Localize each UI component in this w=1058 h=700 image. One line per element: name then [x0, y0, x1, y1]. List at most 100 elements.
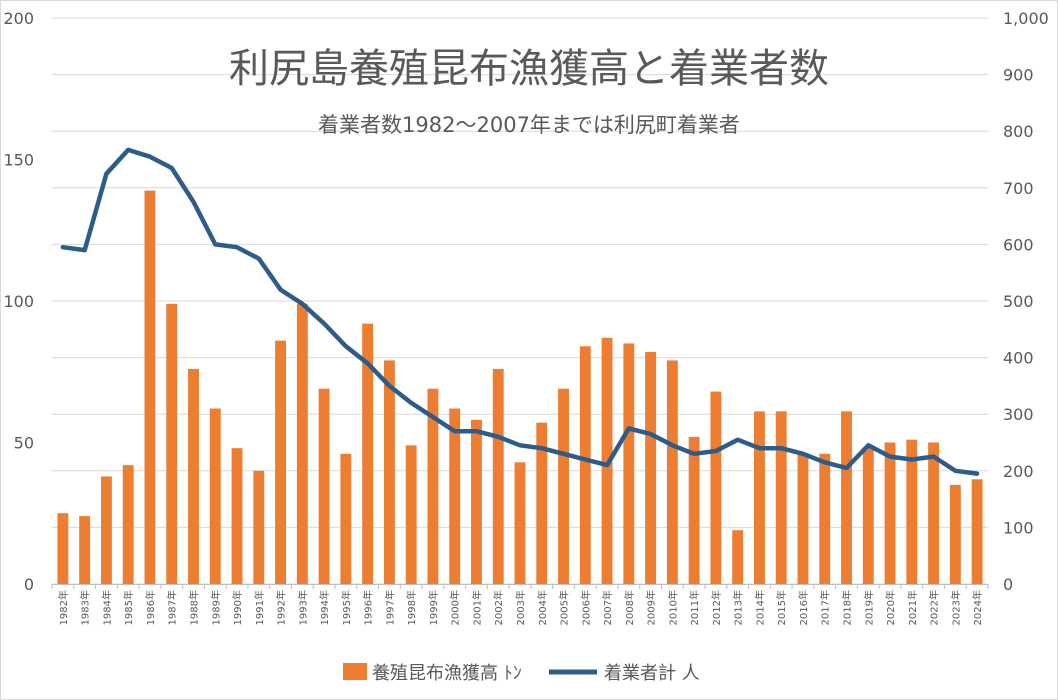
- x-axis-tick-label: 1995年: [340, 590, 353, 625]
- bar: [79, 516, 91, 584]
- left-axis-tick-label: 150: [3, 151, 34, 170]
- bar: [884, 442, 896, 584]
- bar: [841, 411, 852, 584]
- x-axis-tick-label: 2021年: [906, 590, 919, 625]
- x-axis-tick-label: 2009年: [645, 590, 658, 625]
- gridlines: [52, 17, 988, 585]
- bar: [318, 388, 330, 584]
- bar: [775, 411, 787, 584]
- right-axis-tick-label: 900: [1003, 66, 1034, 85]
- bar: [797, 453, 809, 584]
- bar: [275, 340, 286, 584]
- x-axis-tick-label: 1985年: [122, 590, 135, 625]
- x-axis-tick-label: 2012年: [710, 590, 723, 625]
- right-axis-tick-label: 800: [1003, 122, 1034, 141]
- x-axis-tick-label: 2006年: [579, 590, 592, 625]
- bar: [296, 303, 308, 584]
- right-axis-tick-label: 0: [1003, 575, 1013, 594]
- bar: [623, 343, 635, 584]
- x-axis-tick-label: 1996年: [362, 590, 375, 625]
- x-axis-tick-label: 2016年: [797, 590, 810, 625]
- x-axis-tick-label: 1984年: [100, 590, 113, 625]
- bar: [666, 360, 678, 584]
- right-axis-tick-label: 100: [1003, 518, 1034, 537]
- bar: [253, 470, 265, 584]
- bar: [492, 368, 504, 584]
- left-axis-tick-label: 50: [14, 434, 34, 453]
- x-axis-tick-label: 2004年: [536, 590, 549, 625]
- x-axis-tick-label: 2010年: [666, 590, 679, 625]
- x-axis-tick-label: 1982年: [57, 590, 70, 625]
- x-axis-tick-label: 1983年: [79, 590, 92, 625]
- x-axis-tick-label: 1990年: [231, 590, 244, 625]
- bar: [405, 445, 417, 584]
- bar: [579, 346, 591, 584]
- bar: [819, 453, 831, 584]
- bar: [928, 442, 940, 584]
- bar: [383, 360, 395, 584]
- bar: [862, 448, 874, 584]
- bar: [362, 323, 374, 584]
- left-axis-tick-label: 0: [24, 575, 34, 594]
- line-series: [60, 147, 980, 476]
- x-axis-tick-label: 2020年: [884, 590, 897, 625]
- bar: [558, 388, 569, 584]
- right-axis-tick-label: 600: [1003, 235, 1034, 254]
- x-axis-tick-label: 2011年: [688, 590, 701, 625]
- bar: [906, 439, 918, 584]
- bar: [754, 411, 765, 584]
- right-axis-tick-label: 200: [1003, 462, 1034, 481]
- right-axis-tick-label: 700: [1003, 179, 1034, 198]
- chart-title: 利尻島養殖昆布漁獲高と着業者数: [229, 46, 829, 92]
- x-axis-tick-label: 2002年: [492, 590, 505, 625]
- bar-series: [57, 190, 983, 584]
- bar: [514, 462, 526, 584]
- bar: [209, 408, 221, 584]
- x-axis-tick-label: 1999年: [427, 590, 440, 625]
- x-axis-tick-label: 2008年: [623, 590, 636, 625]
- bar: [188, 368, 199, 584]
- bar: [231, 448, 243, 584]
- legend-line-label: 着業者計 人: [604, 663, 700, 684]
- x-axis-tick-label: 1994年: [318, 590, 331, 625]
- right-axis-tick-label: 400: [1003, 349, 1034, 368]
- right-axis-tick-label: 500: [1003, 292, 1034, 311]
- x-axis-tick-label: 2015年: [775, 590, 788, 625]
- x-axis-tick-label: 2019年: [862, 590, 875, 625]
- workers-line: [60, 147, 980, 476]
- x-axis-tick-label: 2022年: [928, 590, 941, 625]
- x-axis-tick-label: 1989年: [209, 590, 222, 625]
- left-axis-tick-label: 100: [3, 292, 34, 311]
- bar: [688, 436, 700, 584]
- x-axis-tick-label: 2003年: [514, 590, 527, 625]
- bar: [57, 513, 69, 584]
- x-axis-tick-label: 1988年: [187, 590, 200, 625]
- bar: [100, 476, 112, 584]
- x-axis-tick-label: 1986年: [144, 590, 157, 625]
- bar: [645, 351, 657, 584]
- chart-subtitle: 着業者数1982～2007年までは利尻町着業者: [318, 113, 740, 137]
- axes: 0 100 200 300 400 500 600 700 800 900 1,000 0 50 100 1…: [3, 9, 1048, 625]
- x-axis-tick-label: 2018年: [841, 590, 854, 625]
- bar: [144, 190, 156, 584]
- bar: [122, 465, 134, 584]
- bar: [340, 453, 352, 584]
- x-axis-tick-label: 1998年: [405, 590, 418, 625]
- x-axis-tick-label: 2013年: [732, 590, 745, 625]
- x-axis-tick-label: 2024年: [971, 590, 984, 625]
- legend-bar-label: 養殖昆布漁獲高 ﾄﾝ: [372, 662, 522, 684]
- bar: [427, 388, 439, 584]
- x-axis-tick-label: 1992年: [275, 590, 288, 625]
- x-axis-tick-label: 1997年: [383, 590, 396, 625]
- bar: [949, 484, 961, 584]
- bar: [971, 479, 983, 584]
- x-axis-tick-label: 1993年: [296, 590, 309, 625]
- bar: [536, 422, 548, 584]
- x-axis-tick-label: 1991年: [253, 590, 266, 625]
- x-axis-tick-label: 2023年: [949, 590, 962, 625]
- bar: [471, 419, 482, 584]
- bar: [710, 391, 722, 584]
